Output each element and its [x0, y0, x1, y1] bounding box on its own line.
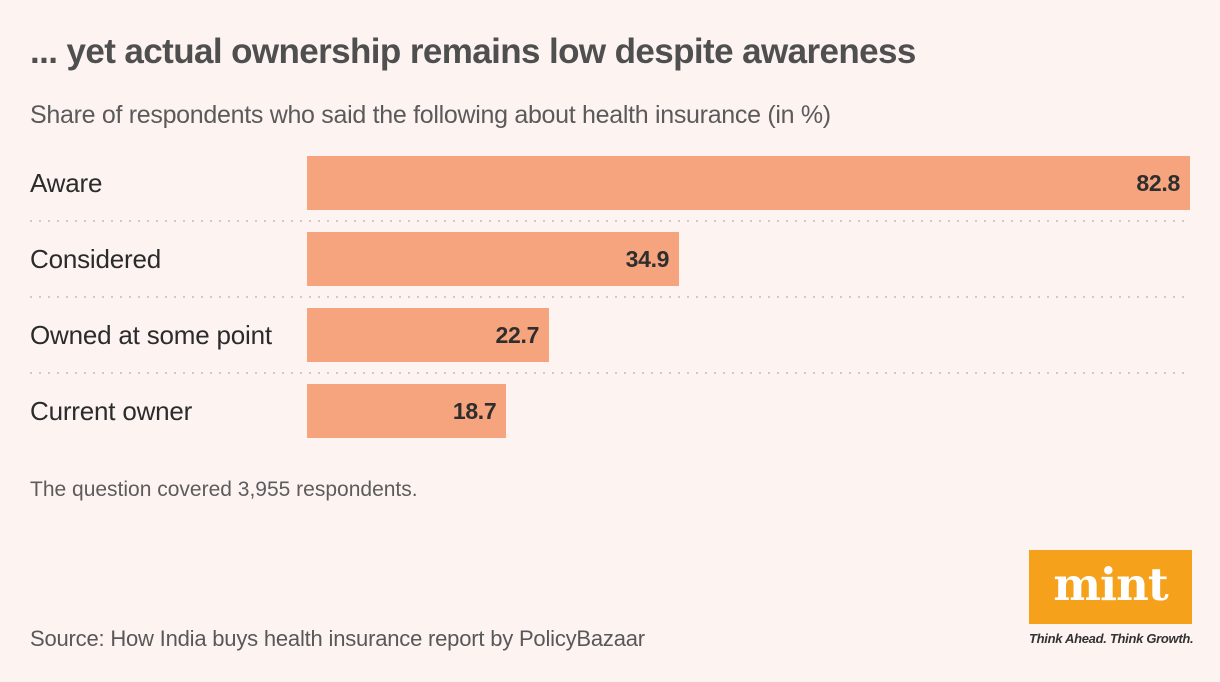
row-separator — [30, 372, 1190, 374]
bar-track: 22.7 — [307, 308, 1190, 362]
bar-value-label: 22.7 — [495, 321, 540, 348]
bar-track: 82.8 — [307, 156, 1190, 210]
bar-track: 18.7 — [307, 384, 1190, 438]
category-label: Considered — [30, 243, 161, 274]
bar-value-label: 82.8 — [1136, 169, 1180, 196]
bar-value-label: 34.9 — [625, 245, 670, 272]
mint-logo: mint — [1029, 550, 1192, 624]
chart-card: ... yet actual ownership remains low des… — [0, 32, 1220, 502]
mint-tagline: Think Ahead. Think Growth. — [1029, 631, 1194, 646]
row-separator — [30, 296, 1190, 298]
bar: 22.7 — [307, 308, 550, 362]
category-label: Current owner — [30, 395, 193, 426]
bar-row: Current owner 18.7 — [30, 384, 1190, 438]
chart-subtitle: Share of respondents who said the follow… — [30, 101, 831, 129]
bar: 34.9 — [307, 232, 680, 286]
bar-track: 34.9 — [307, 232, 1190, 286]
chart-note: The question covered 3,955 respondents. — [30, 478, 418, 501]
horizontal-bar-chart: Aware 82.8 Considered 34.9 Owned at some poi… — [30, 156, 1190, 438]
bar-row: Considered 34.9 — [30, 232, 1190, 286]
bar-value-label: 18.7 — [452, 397, 497, 424]
bar: 82.8 — [307, 156, 1190, 210]
category-label: Owned at some point — [30, 319, 272, 350]
bar-row: Aware 82.8 — [30, 156, 1190, 210]
row-separator — [30, 220, 1190, 222]
source-text: Source: How India buys health insurance … — [30, 626, 645, 651]
chart-title: ... yet actual ownership remains low des… — [30, 32, 916, 71]
mint-logo-text: mint — [1053, 558, 1168, 611]
bar-row: Owned at some point 22.7 — [30, 308, 1190, 362]
category-label: Aware — [30, 167, 103, 198]
mint-branding: mint Think Ahead. Think Growth. — [1029, 550, 1194, 646]
bar: 18.7 — [307, 384, 507, 438]
